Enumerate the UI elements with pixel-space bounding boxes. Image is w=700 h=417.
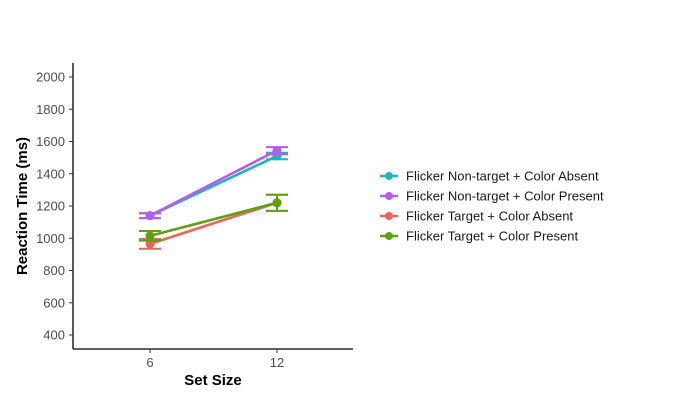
legend-item: Flicker Target + Color Absent: [380, 209, 573, 224]
y-tick-label: 1800: [36, 102, 65, 117]
legend-key-point: [385, 192, 393, 200]
legend-label: Flicker Non-target + Color Absent: [406, 169, 599, 184]
y-tick-label: 800: [43, 263, 65, 278]
data-point: [145, 211, 155, 221]
series-group: [139, 193, 288, 250]
plot-area: 400 600 800 1000 1200 1400 1600 1800 2000 6 12: [36, 63, 353, 370]
legend-key-point: [385, 212, 393, 220]
y-tick-label: 2000: [36, 70, 65, 85]
legend-item: Flicker Non-target + Color Present: [380, 189, 604, 204]
y-tick-label: 600: [43, 295, 65, 310]
legend-key-point: [385, 232, 393, 240]
x-axis-title: Set Size: [184, 372, 242, 389]
y-axis-title: Reaction Time (ms): [14, 137, 31, 275]
series-line: [149, 149, 278, 217]
x-axis-ticks: 6 12: [146, 349, 284, 370]
y-axis-ticks: 400 600 800 1000 1200 1400 1600 1800 2000: [36, 70, 73, 343]
legend: Flicker Non-target + Color Absent Flicker…: [380, 169, 604, 244]
series-group: [139, 145, 288, 221]
x-tick-label: 12: [270, 355, 284, 370]
legend-label: Flicker Non-target + Color Present: [406, 189, 604, 204]
legend-key-point: [385, 172, 393, 180]
legend-label: Flicker Target + Color Absent: [406, 209, 573, 224]
series-line: [149, 201, 278, 246]
data-point: [145, 231, 155, 241]
y-tick-label: 1200: [36, 199, 65, 214]
legend-item: Flicker Target + Color Present: [380, 229, 578, 244]
series-line: [149, 201, 278, 238]
series-group: [139, 193, 288, 242]
series-layer: [139, 145, 288, 250]
y-tick-label: 1000: [36, 231, 65, 246]
legend-label: Flicker Target + Color Present: [406, 229, 578, 244]
legend-item: Flicker Non-target + Color Absent: [380, 169, 599, 184]
y-tick-label: 1400: [36, 166, 65, 181]
data-point: [272, 198, 282, 208]
y-tick-label: 1600: [36, 134, 65, 149]
y-tick-label: 400: [43, 328, 65, 343]
x-tick-label: 6: [146, 355, 153, 370]
data-point: [272, 145, 282, 155]
